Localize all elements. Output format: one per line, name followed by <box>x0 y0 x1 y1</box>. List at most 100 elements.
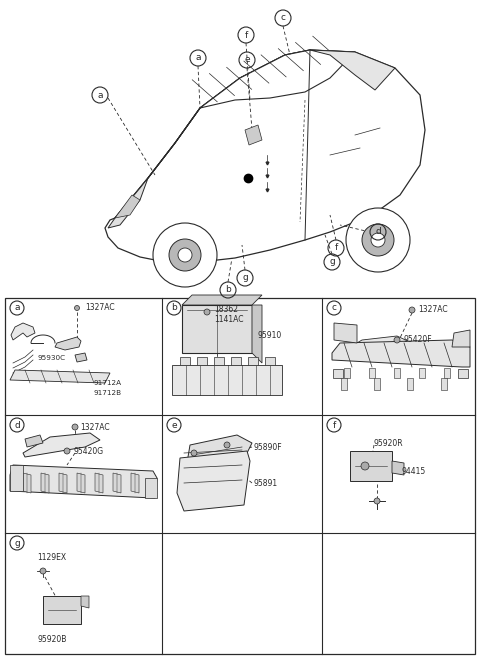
Polygon shape <box>55 337 81 350</box>
Polygon shape <box>180 357 190 365</box>
Circle shape <box>362 224 394 256</box>
Text: e: e <box>171 420 177 430</box>
Circle shape <box>374 498 380 504</box>
Text: a: a <box>14 304 20 312</box>
Text: f: f <box>244 30 248 39</box>
Bar <box>5 298 475 654</box>
Text: f: f <box>332 420 336 430</box>
Text: 1327AC: 1327AC <box>418 306 448 314</box>
Polygon shape <box>10 465 157 498</box>
Circle shape <box>153 223 217 287</box>
Polygon shape <box>10 370 110 383</box>
Polygon shape <box>182 295 262 305</box>
Polygon shape <box>369 368 375 378</box>
Polygon shape <box>265 357 275 365</box>
Text: 91712A: 91712A <box>93 380 121 386</box>
Polygon shape <box>419 368 425 378</box>
Text: 1327AC: 1327AC <box>80 422 109 432</box>
Polygon shape <box>177 451 250 511</box>
Polygon shape <box>441 378 447 390</box>
Text: 1129EX: 1129EX <box>37 554 66 562</box>
Polygon shape <box>310 50 395 90</box>
Polygon shape <box>394 368 400 378</box>
Text: 95420G: 95420G <box>73 447 103 455</box>
Polygon shape <box>105 50 425 262</box>
Polygon shape <box>59 473 67 493</box>
Text: 95890F: 95890F <box>254 443 283 451</box>
Polygon shape <box>115 195 140 218</box>
Polygon shape <box>77 473 85 493</box>
Circle shape <box>40 568 46 574</box>
Polygon shape <box>392 461 404 475</box>
Polygon shape <box>248 357 258 365</box>
Polygon shape <box>108 178 148 228</box>
Circle shape <box>74 306 80 310</box>
Polygon shape <box>131 473 139 493</box>
Text: d: d <box>375 228 381 237</box>
Circle shape <box>224 442 230 448</box>
Text: 95910: 95910 <box>257 331 281 340</box>
Text: 95891: 95891 <box>254 478 278 487</box>
Text: 1141AC: 1141AC <box>214 316 243 325</box>
Circle shape <box>64 448 70 454</box>
Polygon shape <box>344 368 350 378</box>
Polygon shape <box>333 369 343 378</box>
Text: 1327AC: 1327AC <box>85 304 115 312</box>
Polygon shape <box>452 330 470 347</box>
Text: 95930C: 95930C <box>37 355 65 361</box>
Polygon shape <box>252 305 262 363</box>
Polygon shape <box>41 473 49 493</box>
Polygon shape <box>374 378 380 390</box>
Polygon shape <box>200 50 355 108</box>
Polygon shape <box>332 340 470 367</box>
Polygon shape <box>95 473 103 493</box>
Text: g: g <box>242 274 248 283</box>
Circle shape <box>409 307 415 313</box>
Text: a: a <box>97 91 103 100</box>
Polygon shape <box>182 305 252 353</box>
Circle shape <box>361 462 369 470</box>
Polygon shape <box>341 378 347 390</box>
Polygon shape <box>458 369 468 378</box>
Polygon shape <box>25 435 43 447</box>
Text: 91712B: 91712B <box>93 390 121 396</box>
Polygon shape <box>197 357 207 365</box>
Text: f: f <box>335 243 337 253</box>
Polygon shape <box>10 465 23 491</box>
Text: b: b <box>171 304 177 312</box>
Text: 95920R: 95920R <box>374 438 404 447</box>
Circle shape <box>169 239 201 271</box>
Text: 94415: 94415 <box>402 466 426 476</box>
Circle shape <box>346 208 410 272</box>
Polygon shape <box>350 451 392 481</box>
Polygon shape <box>43 596 81 624</box>
Polygon shape <box>214 357 224 365</box>
Text: c: c <box>332 304 336 312</box>
Polygon shape <box>245 125 262 145</box>
Circle shape <box>72 424 78 430</box>
Text: 18362: 18362 <box>214 306 238 314</box>
Circle shape <box>394 337 400 343</box>
Text: c: c <box>280 14 286 22</box>
Text: e: e <box>244 56 250 64</box>
Polygon shape <box>11 323 35 340</box>
Polygon shape <box>23 433 100 457</box>
Circle shape <box>204 309 210 315</box>
Circle shape <box>191 450 197 456</box>
Text: g: g <box>14 539 20 548</box>
Polygon shape <box>145 478 157 498</box>
Polygon shape <box>407 378 413 390</box>
Polygon shape <box>231 357 241 365</box>
Circle shape <box>371 233 385 247</box>
Polygon shape <box>81 596 89 608</box>
Polygon shape <box>340 336 412 358</box>
Text: 95420F: 95420F <box>404 335 432 344</box>
Polygon shape <box>23 473 31 493</box>
Text: g: g <box>329 258 335 266</box>
Circle shape <box>178 248 192 262</box>
Polygon shape <box>172 365 282 395</box>
Polygon shape <box>187 435 252 463</box>
Polygon shape <box>113 473 121 493</box>
Text: a: a <box>195 54 201 62</box>
Polygon shape <box>148 108 200 178</box>
